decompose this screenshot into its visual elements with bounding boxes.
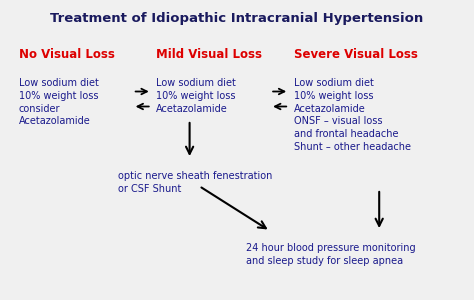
Text: Low sodium diet
10% weight loss
Acetazolamide
ONSF – visual loss
and frontal hea: Low sodium diet 10% weight loss Acetazol… — [294, 78, 411, 152]
Text: Low sodium diet
10% weight loss
Acetazolamide: Low sodium diet 10% weight loss Acetazol… — [156, 78, 237, 114]
Text: Severe Visual Loss: Severe Visual Loss — [294, 48, 418, 61]
Text: optic nerve sheath fenestration
or CSF Shunt: optic nerve sheath fenestration or CSF S… — [118, 171, 273, 194]
Text: 24 hour blood pressure monitoring
and sleep study for sleep apnea: 24 hour blood pressure monitoring and sl… — [246, 243, 416, 266]
Text: Mild Visual Loss: Mild Visual Loss — [156, 48, 263, 61]
Text: Treatment of Idiopathic Intracranial Hypertension: Treatment of Idiopathic Intracranial Hyp… — [50, 12, 424, 25]
Text: Low sodium diet
10% weight loss
consider
Acetazolamide: Low sodium diet 10% weight loss consider… — [19, 78, 99, 126]
Text: No Visual Loss: No Visual Loss — [19, 48, 115, 61]
